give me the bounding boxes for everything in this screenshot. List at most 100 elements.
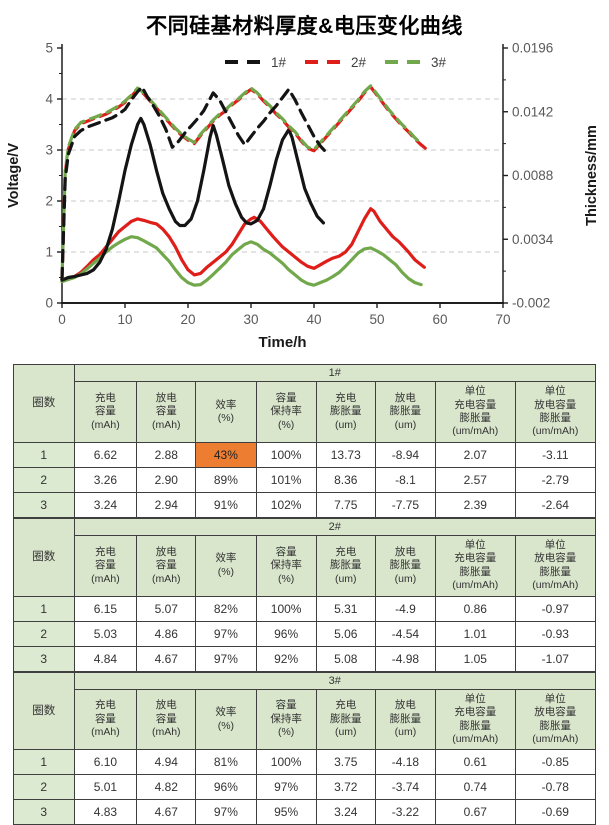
value-cell: -4.18 xyxy=(374,749,436,776)
y-right-tick-label: 0.0142 xyxy=(512,104,553,119)
column-header: 容量 保持率 (%) xyxy=(255,381,317,443)
table-row: 3 3.24 2.94 91% 102% 7.75 -7.75 2.39 -2.64 xyxy=(13,491,597,518)
cycle-number-cell: 2 xyxy=(13,774,75,801)
column-header: 单位 充电容量 膨胀量 (um/mAh) xyxy=(434,381,516,443)
cycle-number-cell: 3 xyxy=(13,799,75,825)
value-cell: 2.07 xyxy=(434,441,516,468)
value-cell: -3.74 xyxy=(374,774,436,801)
value-cell: 0.67 xyxy=(434,799,516,825)
table-row: 2 5.03 4.86 97% 96% 5.06 -4.54 1.01 -0.93 xyxy=(13,620,597,647)
x-tick-label: 10 xyxy=(117,312,132,327)
value-cell: 97% xyxy=(195,620,257,647)
series-3#-thickness xyxy=(60,84,423,281)
value-cell: 96% xyxy=(255,620,317,647)
column-header: 单位 充电容量 膨胀量 (um/mAh) xyxy=(434,534,516,597)
series-1#-voltage xyxy=(60,116,325,282)
value-cell: 95% xyxy=(255,799,317,825)
value-cell: 2.90 xyxy=(136,466,197,493)
y-right-tick-label: -0.002 xyxy=(512,296,550,311)
cycle-count-header: 圈数 xyxy=(13,517,75,597)
value-cell: 97% xyxy=(255,774,317,801)
table-row: 1 6.15 5.07 82% 100% 5.31 -4.9 0.86 -0.97 xyxy=(13,595,597,622)
y-axis-right-title: Thickness/mm xyxy=(584,125,600,226)
y-right-tick-label: 0.0196 xyxy=(512,42,553,56)
y-right-tick-label: 0.0034 xyxy=(512,232,554,247)
section-label: 3# xyxy=(73,671,597,690)
x-tick-label: 20 xyxy=(180,312,195,327)
x-tick-label: 60 xyxy=(432,312,447,327)
cycle-number-cell: 2 xyxy=(13,620,75,647)
value-cell: 0.74 xyxy=(434,774,516,801)
value-cell: 96% xyxy=(195,774,257,801)
column-header: 放电 膨胀量 (um) xyxy=(374,688,436,751)
column-header: 充电 容量 (mAh) xyxy=(73,534,138,597)
voltage-thickness-chart: 0 1 2 3 4 5 -0.002 0.0034 0.0088 0.0142 0.0196 0 10 2… xyxy=(6,42,600,351)
value-cell: -4.9 xyxy=(374,595,436,622)
cycle-count-header: 圈数 xyxy=(13,364,75,443)
column-header: 充电 膨胀量 (um) xyxy=(315,381,376,443)
value-cell: 2.57 xyxy=(434,466,516,493)
value-cell: 4.67 xyxy=(136,799,197,825)
value-cell: -2.79 xyxy=(514,466,597,493)
value-cell: -3.22 xyxy=(374,799,436,825)
value-cell: -0.69 xyxy=(514,799,597,825)
table-row: 1 6.10 4.94 81% 100% 3.75 -4.18 0.61 -0.85 xyxy=(13,749,597,776)
table-row: 2 3.26 2.90 89% 101% 8.36 -8.1 2.57 -2.79 xyxy=(13,466,597,493)
column-header: 单位 充电容量 膨胀量 (um/mAh) xyxy=(434,688,516,751)
cycle-number-cell: 3 xyxy=(13,491,75,518)
section-label: 2# xyxy=(73,517,597,536)
value-cell: 0.61 xyxy=(434,749,516,776)
column-header: 放电 容量 (mAh) xyxy=(136,534,197,597)
value-cell: 7.75 xyxy=(315,491,376,518)
value-cell: -1.07 xyxy=(514,645,597,672)
table-row: 3 4.84 4.67 97% 92% 5.08 -4.98 1.05 -1.07 xyxy=(13,645,597,672)
value-cell: -4.98 xyxy=(374,645,436,672)
x-tick-label: 30 xyxy=(243,312,258,327)
value-cell: 0.86 xyxy=(434,595,516,622)
legend-label: 1# xyxy=(271,55,287,70)
value-cell: 81% xyxy=(195,749,257,776)
x-axis-title: Time/h xyxy=(258,334,306,351)
cycle-count-header: 圈数 xyxy=(13,671,75,751)
value-cell: 3.75 xyxy=(315,749,376,776)
column-header: 单位 放电容量 膨胀量 (um/mAh) xyxy=(514,534,597,597)
y-left-tick-label: 4 xyxy=(45,92,53,107)
column-header: 效率 (%) xyxy=(195,381,257,443)
value-cell: 1.05 xyxy=(434,645,516,672)
value-cell: 4.67 xyxy=(136,645,197,672)
value-cell: 4.86 xyxy=(136,620,197,647)
value-cell: -2.64 xyxy=(514,491,597,518)
results-tables: 圈数 1# 充电 容量 (mAh) 放电 容量 (mAh) 效率 (%) 容量 保持率 (… xyxy=(13,363,597,825)
legend-label: 2# xyxy=(351,55,367,70)
series-3#-voltage xyxy=(60,235,423,287)
y-left-tick-label: 2 xyxy=(45,194,53,209)
cycle-number-cell: 1 xyxy=(13,441,75,468)
result-table-3#: 圈数 3# 充电 容量 (mAh) 放电 容量 (mAh) 效率 (%) 容量 保持率 (… xyxy=(13,671,597,825)
value-cell: -8.94 xyxy=(374,441,436,468)
value-cell: 3.72 xyxy=(315,774,376,801)
table-row: 3 4.83 4.67 97% 95% 3.24 -3.22 0.67 -0.69 xyxy=(13,799,597,825)
value-cell: 102% xyxy=(255,491,317,518)
value-cell: 100% xyxy=(255,595,317,622)
value-cell: 3.26 xyxy=(73,466,138,493)
value-cell: 101% xyxy=(255,466,317,493)
value-cell: 89% xyxy=(195,466,257,493)
column-header: 放电 膨胀量 (um) xyxy=(374,381,436,443)
value-cell: 5.06 xyxy=(315,620,376,647)
result-table-1#: 圈数 1# 充电 容量 (mAh) 放电 容量 (mAh) 效率 (%) 容量 保持率 (… xyxy=(13,363,597,518)
value-cell: 2.88 xyxy=(136,441,197,468)
value-cell: 6.10 xyxy=(73,749,138,776)
cycle-number-cell: 1 xyxy=(13,595,75,622)
value-cell: 92% xyxy=(255,645,317,672)
cycle-number-cell: 2 xyxy=(13,466,75,493)
value-cell: 5.01 xyxy=(73,774,138,801)
value-cell: 4.82 xyxy=(136,774,197,801)
column-header: 充电 容量 (mAh) xyxy=(73,688,138,751)
value-cell: 5.07 xyxy=(136,595,197,622)
chart-panel: 不同硅基材料厚度&电压变化曲线 0 1 2 3 4 5 -0.002 0.0034 0.0088… xyxy=(0,0,609,360)
x-tick-label: 70 xyxy=(495,312,510,327)
x-tick-label: 40 xyxy=(306,312,321,327)
value-cell: 3.24 xyxy=(73,491,138,518)
value-cell: 91% xyxy=(195,491,257,518)
